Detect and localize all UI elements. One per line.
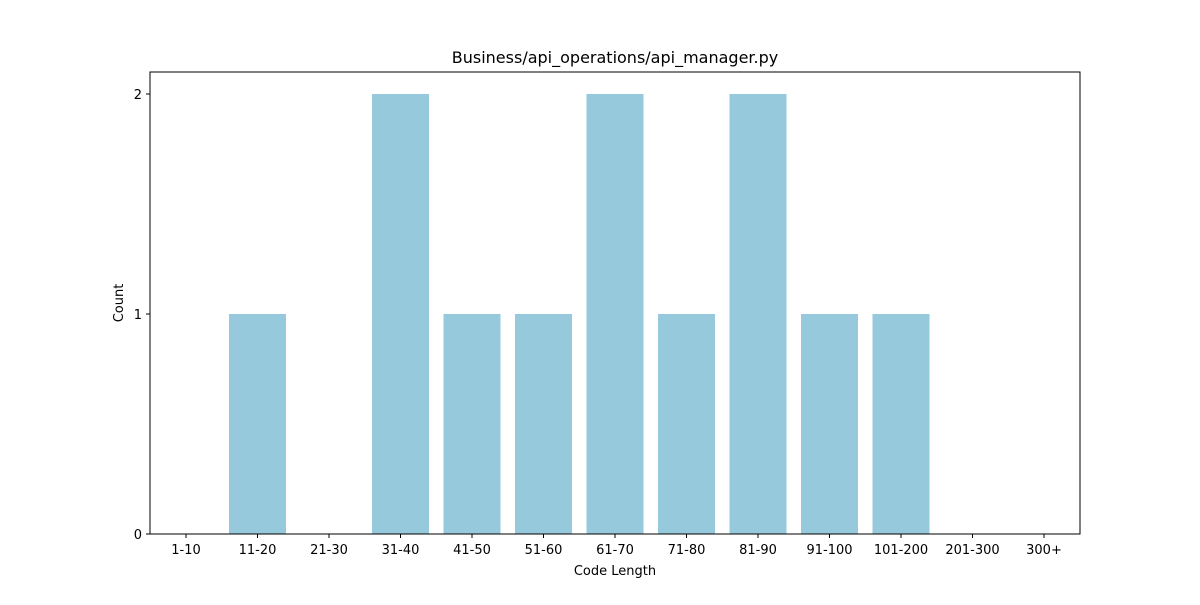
x-tick-label: 61-70 <box>596 543 634 558</box>
x-tick-label: 11-20 <box>239 543 277 558</box>
y-axis-ticks: 0 1 2 <box>134 88 150 543</box>
x-tick-label: 91-100 <box>806 543 852 558</box>
y-tick-label: 2 <box>134 88 142 103</box>
y-tick-label: 0 <box>134 528 142 543</box>
x-tick-label: 81-90 <box>739 543 777 558</box>
bar-71-80 <box>658 314 715 534</box>
x-tick-label: 71-80 <box>668 543 706 558</box>
x-axis-ticks: 1-10 11-20 21-30 31-40 41-50 51-60 61-70 71-80 8… <box>171 534 1062 558</box>
x-tick-label: 1-10 <box>171 543 201 558</box>
x-tick-label: 101-200 <box>874 543 928 558</box>
y-axis-label: Count <box>112 284 127 323</box>
y-tick-label: 1 <box>134 308 142 323</box>
bars-group <box>229 94 930 534</box>
bar-11-20 <box>229 314 286 534</box>
bar-31-40 <box>372 94 429 534</box>
x-tick-label: 201-300 <box>945 543 999 558</box>
x-axis-label: Code Length <box>574 564 656 579</box>
x-tick-label: 51-60 <box>525 543 563 558</box>
bar-61-70 <box>586 94 644 534</box>
bar-81-90 <box>729 94 787 534</box>
x-tick-label: 21-30 <box>310 543 348 558</box>
x-tick-label: 300+ <box>1026 543 1062 558</box>
bar-51-60 <box>515 314 572 534</box>
x-tick-label: 41-50 <box>453 543 491 558</box>
x-tick-label: 31-40 <box>382 543 420 558</box>
chart-title: Business/api_operations/api_manager.py <box>452 48 778 68</box>
bar-41-50 <box>443 314 501 534</box>
bar-91-100 <box>801 314 858 534</box>
bar-101-200 <box>872 314 930 534</box>
